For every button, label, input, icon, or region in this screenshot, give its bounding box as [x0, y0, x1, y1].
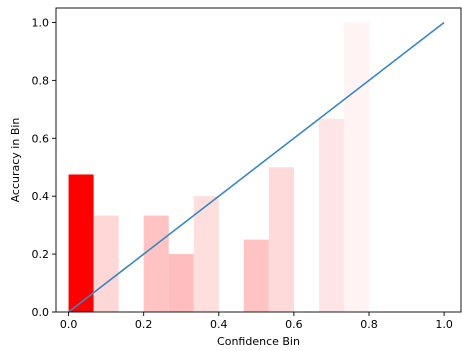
- x-tick-label: 1.0: [435, 318, 453, 331]
- y-axis-title: Accuracy in Bin: [9, 118, 22, 203]
- y-tick-label: 0.8: [32, 74, 50, 87]
- axes-layer: [55, 7, 462, 313]
- y-tick-label: 1.0: [32, 16, 50, 29]
- line-layer: [68, 21, 445, 313]
- y-tick-label: 0.0: [32, 306, 50, 319]
- reference-line: [68, 21, 445, 313]
- bar-2: [143, 215, 169, 312]
- bars-layer: [68, 22, 370, 312]
- bar-0: [68, 174, 94, 312]
- x-tick-label: 0.6: [285, 318, 303, 331]
- bar-6: [268, 167, 294, 312]
- x-tick-label: 0.4: [210, 318, 228, 331]
- bar-3: [168, 254, 194, 312]
- x-tick-label: 0.8: [360, 318, 378, 331]
- x-axis-title: Confidence Bin: [217, 335, 300, 348]
- bar-8: [343, 22, 370, 312]
- bar-5: [243, 239, 269, 312]
- ticks-layer: 0.0 0.2 0.4 0.6 0.8 1.0 0.0 0.2 0.4 0.6 0.8 1.0: [32, 16, 453, 331]
- x-tick-label: 0.2: [135, 318, 153, 331]
- bar-4: [193, 196, 219, 312]
- axes-frame: [55, 7, 462, 313]
- y-tick-label: 0.2: [32, 248, 50, 261]
- x-tick-label: 0.0: [60, 318, 78, 331]
- bar-1: [93, 215, 119, 312]
- y-tick-label: 0.4: [32, 190, 50, 203]
- bar-7: [318, 118, 344, 312]
- y-tick-label: 0.6: [32, 132, 50, 145]
